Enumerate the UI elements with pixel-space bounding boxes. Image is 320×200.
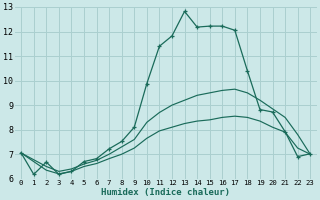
X-axis label: Humidex (Indice chaleur): Humidex (Indice chaleur) bbox=[101, 188, 230, 197]
